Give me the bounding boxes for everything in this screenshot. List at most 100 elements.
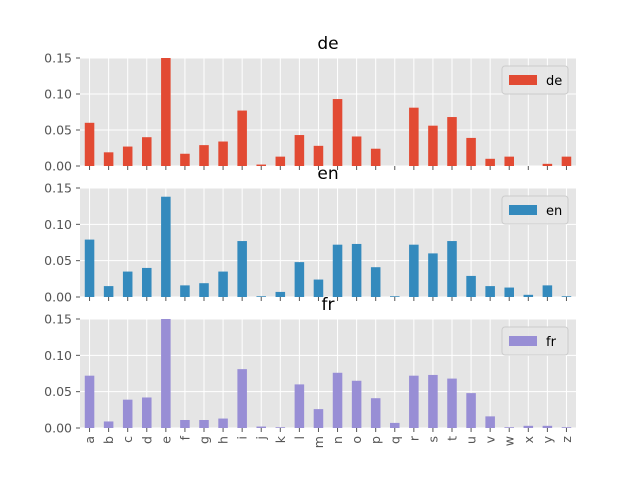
x-tick-label: u (464, 436, 479, 444)
bar-d (142, 397, 152, 428)
bar-v (485, 158, 495, 166)
bar-w (504, 156, 514, 166)
bar-g (199, 420, 209, 428)
bar-k (275, 156, 286, 166)
x-tick-label: v (483, 435, 498, 443)
legend-swatch (509, 336, 537, 346)
bar-a (84, 239, 95, 297)
x-tick-label: r (406, 435, 421, 441)
bar-t (447, 378, 457, 428)
y-tick-label: 0.10 (44, 217, 72, 232)
bar-o (351, 243, 362, 297)
bar-p (370, 148, 381, 166)
bar-b (103, 421, 114, 428)
bar-z (561, 296, 572, 297)
bar-l (294, 135, 305, 166)
y-tick-label: 0.00 (44, 421, 72, 436)
bar-i (237, 369, 247, 428)
bar-y (542, 425, 553, 428)
bar-t (447, 241, 457, 297)
bar-u (466, 275, 476, 297)
bar-t (447, 117, 457, 166)
x-tick-label: g (197, 436, 212, 444)
x-tick-label: t (445, 436, 460, 441)
bar-e (161, 196, 171, 297)
bar-j (256, 164, 266, 166)
y-tick-label: 0.15 (44, 51, 72, 66)
legend-swatch (509, 75, 537, 85)
bar-d (142, 137, 152, 166)
x-tick-label: i (235, 436, 250, 439)
bar-b (103, 152, 114, 166)
bar-o (351, 136, 362, 166)
bar-q (390, 296, 400, 297)
legend-swatch (509, 205, 537, 215)
bar-c (122, 271, 133, 297)
bar-d (142, 267, 152, 297)
legend-label: de (546, 74, 562, 89)
bar-b (103, 286, 114, 297)
bar-k (275, 427, 286, 428)
bar-i (237, 241, 247, 297)
bar-a (84, 375, 95, 428)
bar-f (180, 285, 190, 297)
bar-x (523, 294, 534, 297)
y-tick-label: 0.00 (44, 290, 72, 305)
bar-f (180, 420, 190, 428)
bar-e (161, 58, 171, 166)
x-tick-label: p (368, 436, 383, 444)
x-tick-label: q (387, 436, 402, 444)
bar-m (313, 409, 324, 428)
bar-h (218, 271, 228, 297)
bar-n (332, 99, 343, 166)
bar-p (370, 398, 381, 428)
x-tick-label: w (502, 436, 517, 446)
x-tick-label: k (273, 435, 288, 443)
bar-n (332, 244, 343, 297)
x-tick-label: c (120, 436, 135, 443)
bar-s (428, 374, 438, 428)
bar-r (409, 107, 419, 166)
subplot-title: fr (322, 295, 335, 315)
bar-u (466, 393, 476, 428)
y-tick-label: 0.15 (44, 312, 72, 327)
x-tick-label: d (139, 436, 154, 444)
y-tick-label: 0.10 (44, 87, 72, 102)
y-tick-label: 0.05 (44, 384, 72, 399)
bar-s (428, 125, 438, 166)
bar-l (294, 262, 305, 297)
bar-r (409, 375, 419, 428)
bar-m (313, 145, 324, 166)
bar-w (504, 287, 514, 297)
subplot-de: 0.00 0.05 0.10 0.15 de de (44, 34, 576, 174)
legend: de (501, 65, 569, 95)
bar-r (409, 244, 419, 297)
bar-v (485, 416, 495, 428)
bar-x (523, 425, 534, 428)
bar-g (199, 145, 209, 166)
legend: fr (501, 326, 569, 356)
bar-u (466, 137, 476, 166)
y-tick-label: 0.05 (44, 123, 72, 138)
bar-z (561, 156, 572, 166)
x-tick-label: h (216, 436, 231, 444)
bar-f (180, 153, 190, 166)
x-tick-label: o (349, 436, 364, 444)
bar-j (256, 296, 266, 297)
bar-y (542, 285, 553, 297)
bar-s (428, 253, 438, 297)
bar-i (237, 110, 247, 166)
bar-e (161, 319, 171, 428)
legend: en (501, 195, 569, 225)
bar-w (504, 427, 514, 428)
subplot-en: 0.00 0.05 0.10 0.15 en en (44, 164, 576, 305)
x-tick-label: j (254, 436, 269, 440)
bar-l (294, 384, 305, 428)
x-tick-label: x (521, 436, 536, 443)
bar-n (332, 372, 343, 428)
x-tick-label: z (559, 436, 574, 443)
y-tick-label: 0.15 (44, 181, 72, 196)
bar-p (370, 267, 381, 297)
bar-c (122, 146, 133, 166)
bar-g (199, 283, 209, 297)
